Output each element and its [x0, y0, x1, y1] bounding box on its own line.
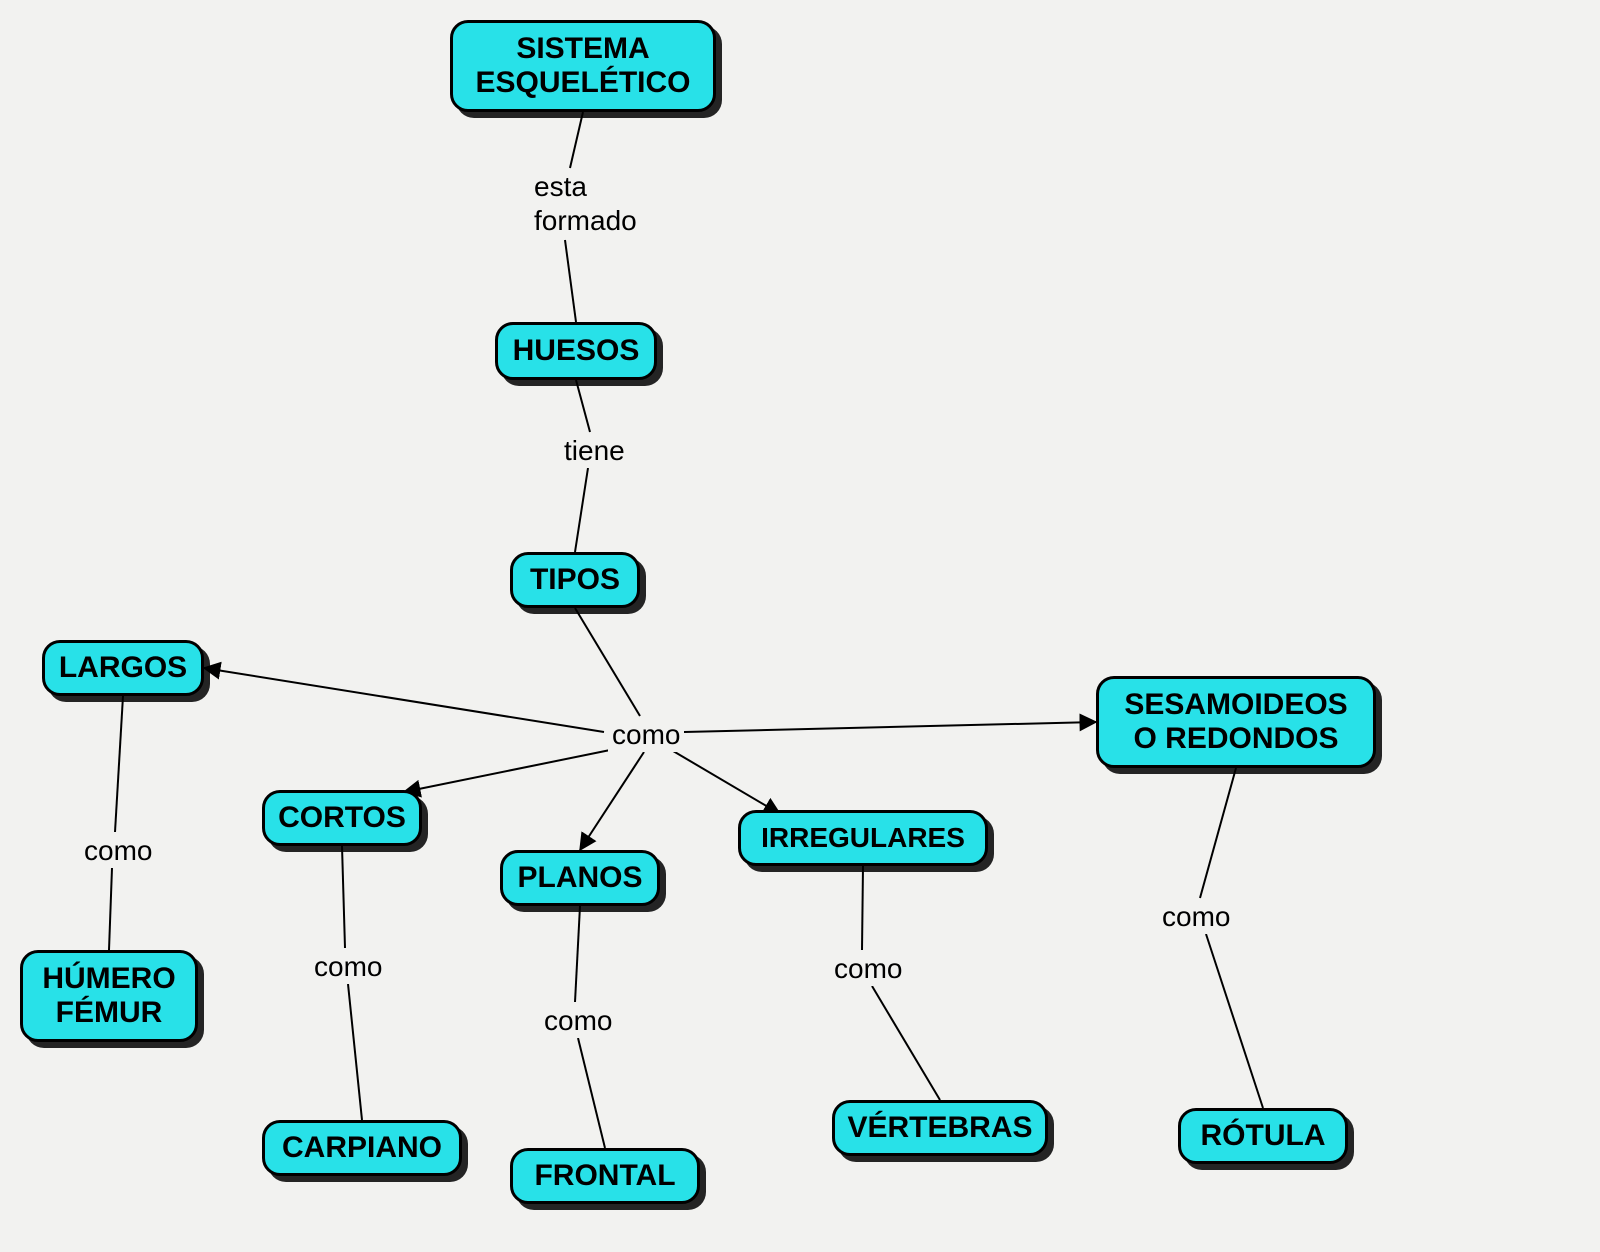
node-tipos: TIPOS: [510, 552, 640, 608]
label-como-largos: como: [80, 834, 156, 868]
node-carpiano: CARPIANO: [262, 1120, 462, 1176]
node-sesamoideos: SESAMOIDEOS O REDONDOS: [1096, 676, 1376, 768]
node-cortos: CORTOS: [262, 790, 422, 846]
node-rotula: RÓTULA: [1178, 1108, 1348, 1164]
node-huesos: HUESOS: [495, 322, 657, 380]
node-largos: LARGOS: [42, 640, 204, 696]
edges-layer: [0, 0, 1600, 1252]
node-vertebras: VÉRTEBRAS: [832, 1100, 1048, 1156]
node-frontal: FRONTAL: [510, 1148, 700, 1204]
label-como-planos: como: [540, 1004, 616, 1038]
node-sistema: SISTEMA ESQUELÉTICO: [450, 20, 716, 112]
label-como-hub: como: [608, 718, 684, 752]
label-como-sesa: como: [1158, 900, 1234, 934]
label-como-irreg: como: [830, 952, 906, 986]
node-humero: HÚMERO FÉMUR: [20, 950, 198, 1042]
label-tiene: tiene: [560, 434, 629, 468]
node-irregulares: IRREGULARES: [738, 810, 988, 866]
label-como-cortos: como: [310, 950, 386, 984]
label-esta-formado: esta formado: [530, 170, 641, 237]
node-planos: PLANOS: [500, 850, 660, 906]
